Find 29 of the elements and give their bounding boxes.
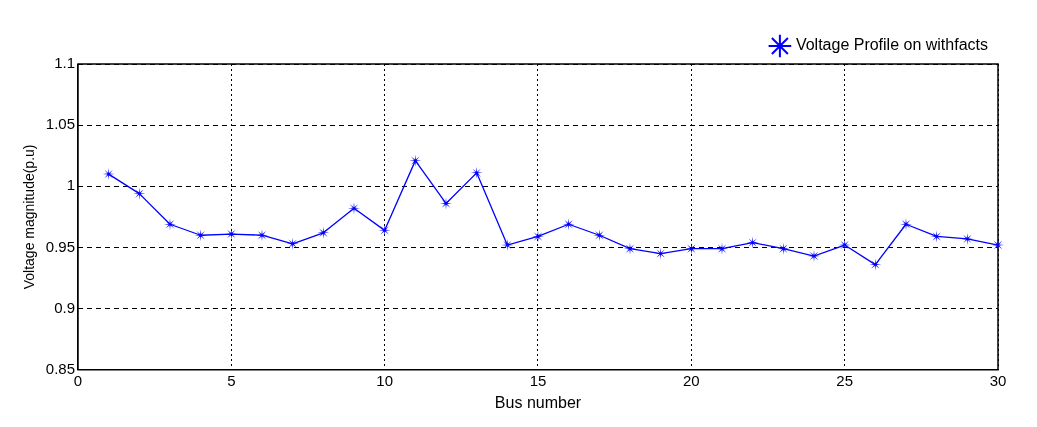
point: [317, 226, 330, 239]
point: [869, 258, 882, 271]
point: [777, 242, 790, 255]
point: [562, 218, 575, 231]
point: [930, 230, 943, 243]
x-tick-label: 20: [682, 371, 700, 389]
point: [470, 166, 483, 179]
point: [194, 229, 207, 242]
point: [133, 187, 146, 200]
x-axis-title: Bus number: [494, 393, 582, 411]
x-tick-label: 25: [836, 371, 854, 389]
x-tick-label: 5: [227, 371, 236, 389]
legend-label: Voltage Profile on withfacts: [795, 36, 988, 54]
point: [409, 154, 422, 167]
x-tick-label: 30: [989, 371, 1007, 389]
point: [654, 247, 667, 260]
y-axis-title: Voltage magnitude(p.u): [21, 144, 38, 290]
point: [593, 229, 606, 242]
point: [378, 224, 391, 237]
y-tick-label: 0.9: [54, 298, 75, 316]
point: [286, 237, 299, 250]
y-tick-label: 0.85: [45, 359, 75, 377]
point: [746, 236, 759, 249]
y-tick-label: 1.05: [45, 115, 75, 133]
y-tick-label: 0.95: [45, 237, 75, 255]
y-tick-label: 1: [66, 176, 75, 194]
x-tick-label: 10: [376, 371, 394, 389]
y-tick-label: 1.1: [54, 54, 75, 72]
x-tick-label: 15: [529, 371, 547, 389]
